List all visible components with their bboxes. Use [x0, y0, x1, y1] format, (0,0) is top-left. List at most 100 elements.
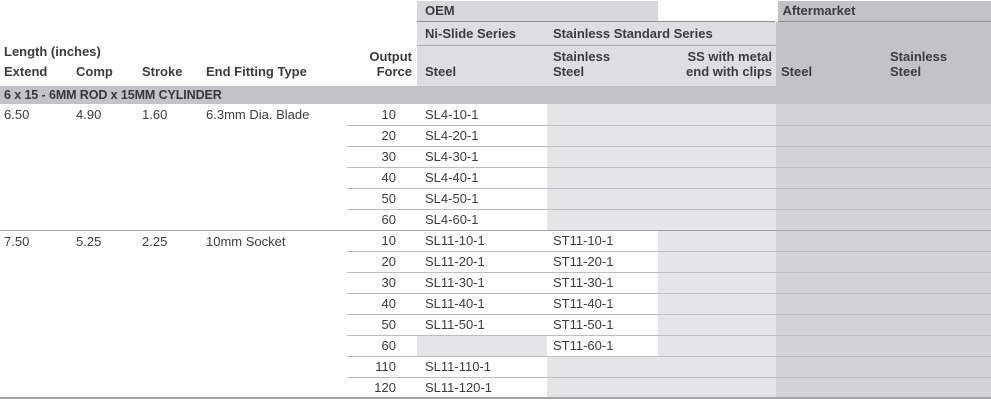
- col-stroke-header: Stroke: [142, 64, 183, 79]
- table-row: 6.50 4.90 1.60 6.3mm Dia. Blade 10 SL4-1…: [0, 104, 991, 230]
- aftermarket-steel-cell: [776, 355, 886, 377]
- end-fitting-cell: 10mm Socket: [202, 229, 347, 398]
- aftermarket-stainless-cell: [886, 355, 991, 377]
- ss-metal-clips-cell: [658, 229, 776, 251]
- oem-steel-part-cell: SL11-20-1: [417, 250, 547, 272]
- aftermarket-stainless-cell: [886, 334, 991, 356]
- aftermarket-steel-cell: [776, 271, 886, 293]
- ni-slide-series-header: Ni-Slide Series: [417, 21, 547, 46]
- output-force-cell: 10: [347, 229, 417, 251]
- ss-metal-clips-cell: [658, 187, 776, 209]
- oem-stainless-part-cell: ST11-30-1: [547, 271, 658, 293]
- aftermarket-steel-cell: [776, 229, 886, 251]
- aftermarket-steel-cell: [776, 145, 886, 167]
- oem-stainless-part-cell: [547, 376, 658, 398]
- table-row: 60 ST11-60-1: [0, 334, 991, 356]
- output-force-cell: 30: [347, 145, 417, 167]
- group-header-row: OEM Aftermarket: [0, 1, 991, 22]
- ss-metal-clips-cell: [658, 292, 776, 314]
- extend-cell: 7.50: [0, 229, 72, 398]
- material-header-row: Steel Stainless Steel SS with metal end …: [0, 45, 991, 86]
- output-force-cell: 20: [347, 124, 417, 146]
- oem-stainless-part-cell: ST11-20-1: [547, 250, 658, 272]
- ss-metal-clips-cell: [658, 104, 776, 125]
- table-row: 20 SL4-20-1: [0, 124, 991, 146]
- aftermarket-steel-cell: [776, 166, 886, 188]
- col-comp-header: Comp: [76, 64, 113, 79]
- col-output-force-header: Output Force: [369, 49, 412, 79]
- aftermarket-steel-cell: [776, 334, 886, 356]
- section-title: 6 x 15 - 6MM ROD x 15MM CYLINDER: [0, 86, 991, 104]
- output-force-cell: 30: [347, 271, 417, 293]
- oem-steel-part-cell: SL4-40-1: [417, 166, 547, 188]
- table-row: 60 SL4-60-1: [0, 208, 991, 230]
- col-extend-header: Length (inches) Extend: [0, 44, 101, 79]
- output-force-cell: 60: [347, 334, 417, 356]
- ss-metal-clips-cell: [658, 145, 776, 167]
- col-oem-stainless-header: Stainless Steel: [547, 45, 658, 86]
- oem-stainless-part-cell: [547, 355, 658, 377]
- header-spacer: [0, 1, 417, 21]
- aftermarket-stainless-cell: [886, 104, 991, 125]
- oem-steel-part-cell: SL11-110-1: [417, 355, 547, 377]
- col-ss-metal-clips-header: SS with metal end with clips: [658, 45, 776, 86]
- ss-metal-clips-cell: [658, 271, 776, 293]
- aftermarket-steel-cell: [776, 376, 886, 398]
- output-force-cell: 40: [347, 292, 417, 314]
- output-force-cell: 20: [347, 250, 417, 272]
- ss-metal-clips-cell: [658, 334, 776, 356]
- ss-metal-clips-cell: [658, 166, 776, 188]
- aftermarket-stainless-cell: [886, 250, 991, 272]
- left-header-block: Length (inches) Extend Comp Stroke End F…: [0, 21, 417, 86]
- aftermarket-group-header: Aftermarket: [774, 1, 991, 22]
- comp-cell: 5.25: [72, 229, 138, 398]
- oem-band-gap: [658, 1, 776, 22]
- aftermarket-stainless-cell: [886, 124, 991, 146]
- output-force-cell: 40: [347, 166, 417, 188]
- stroke-cell: 2.25: [138, 229, 202, 398]
- oem-stainless-part-cell: ST11-60-1: [547, 334, 658, 356]
- oem-stainless-part-cell: [547, 208, 658, 230]
- aftermarket-stainless-cell: [886, 208, 991, 230]
- aftermarket-stainless-cell: [886, 271, 991, 293]
- aftermarket-stainless-cell: [886, 292, 991, 314]
- aftermarket-steel-cell: [776, 187, 886, 209]
- col-aftermarket-steel-header: Steel: [776, 45, 886, 86]
- output-force-cell: 60: [347, 208, 417, 230]
- ss-metal-clips-cell: [658, 124, 776, 146]
- aftermarket-stainless-cell: [886, 313, 991, 335]
- aftermarket-stainless-cell: [886, 229, 991, 251]
- oem-steel-part-cell: SL11-40-1: [417, 292, 547, 314]
- oem-steel-part-cell: SL4-60-1: [417, 208, 547, 230]
- extend-cell: 6.50: [0, 104, 72, 230]
- oem-steel-part-cell: SL11-10-1: [417, 229, 547, 251]
- stainless-standard-series-header: Stainless Standard Series: [547, 21, 776, 46]
- table-row: 110 SL11-110-1: [0, 355, 991, 377]
- ss-metal-clips-cell: [658, 313, 776, 335]
- table-row: 30 SL11-30-1 ST11-30-1: [0, 271, 991, 293]
- col-oem-steel-header: Steel: [417, 45, 547, 86]
- aftermarket-stainless-cell: [886, 187, 991, 209]
- oem-stainless-part-cell: [547, 124, 658, 146]
- aftermarket-steel-cell: [776, 250, 886, 272]
- length-inches-label: Length (inches): [4, 44, 101, 59]
- oem-steel-part-cell: SL4-20-1: [417, 124, 547, 146]
- oem-stainless-part-cell: ST11-40-1: [547, 292, 658, 314]
- oem-steel-part-cell: SL11-120-1: [417, 376, 547, 398]
- aftermarket-steel-cell: [776, 104, 886, 125]
- oem-steel-part-cell: SL11-50-1: [417, 313, 547, 335]
- oem-stainless-part-cell: [547, 187, 658, 209]
- output-force-cell: 50: [347, 313, 417, 335]
- series-header-row: Length (inches) Extend Comp Stroke End F…: [0, 21, 991, 86]
- oem-stainless-part-cell: ST11-50-1: [547, 313, 658, 335]
- oem-steel-part-cell: SL4-10-1: [417, 104, 547, 125]
- oem-steel-part-cell: [417, 334, 547, 356]
- output-force-cell: 10: [347, 104, 417, 125]
- ss-metal-clips-cell: [658, 355, 776, 377]
- output-force-cell: 110: [347, 355, 417, 377]
- output-force-cell: 50: [347, 187, 417, 209]
- table-row: 20 SL11-20-1 ST11-20-1: [0, 250, 991, 272]
- table-row: 50 SL11-50-1 ST11-50-1: [0, 313, 991, 335]
- comp-cell: 4.90: [72, 104, 138, 230]
